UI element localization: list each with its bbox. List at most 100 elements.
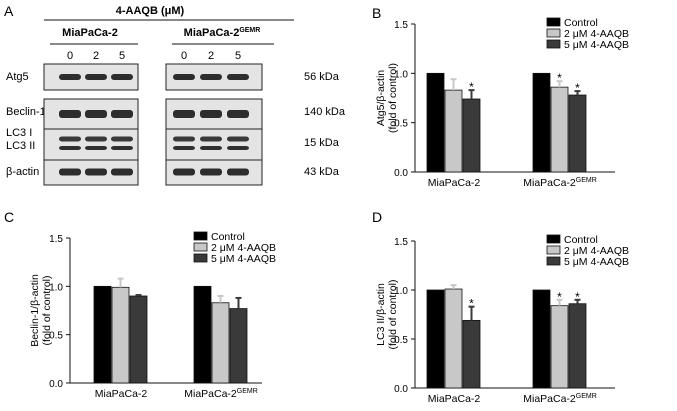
y-tick-label: 0.0 <box>394 168 408 179</box>
bar <box>444 89 463 173</box>
dose-label: 2 <box>208 50 214 62</box>
size-label: 15 kDa <box>304 137 340 149</box>
y-tick-label: 1.0 <box>394 69 408 80</box>
legend-swatch <box>546 39 561 49</box>
y-tick-label: 0.5 <box>49 331 63 342</box>
legend-label: 2 μM 4-AAQB <box>564 245 629 257</box>
bar <box>444 288 463 389</box>
y-tick-label: 1.0 <box>394 286 408 297</box>
y-tick-label: 0.0 <box>394 384 408 395</box>
cell-line-label-1: MiaPaCa-2 <box>62 27 118 39</box>
dose-label: 0 <box>67 50 73 62</box>
blot-band <box>200 146 222 150</box>
y-tick-label: 0.0 <box>49 379 63 390</box>
legend-swatch <box>546 28 561 38</box>
y-tick-label: 0.5 <box>394 119 408 130</box>
legend-label: 2 μM 4-AAQB <box>211 242 276 254</box>
legend-swatch <box>193 242 208 252</box>
dose-label: 5 <box>119 50 125 62</box>
panel-d: D 0.0 0.5 1.0 1.5 LC3 II/β-actin(fold of con… <box>372 209 629 405</box>
blot-band <box>59 146 81 150</box>
chart-b: 0.0 0.5 1.0 1.5 Atg5/β-actin(fold of control… <box>375 17 629 189</box>
blot-band <box>173 110 195 118</box>
significance-marker: * <box>469 297 474 311</box>
category-label: MiaPaCa-2GEMR <box>184 388 258 400</box>
blot-band <box>85 110 107 118</box>
bar <box>532 289 551 389</box>
significance-marker: * <box>575 290 580 304</box>
blot-band <box>85 168 107 176</box>
blot-band <box>59 74 81 80</box>
blot-size-labels: 56 kDa 140 kDa 15 kDa 43 kDa <box>304 71 346 178</box>
row-label-beclin1: Beclin-1 <box>6 106 46 118</box>
dose-label: 5 <box>235 50 241 62</box>
row-label-beta-actin: β-actin <box>6 166 39 178</box>
dose-labels: 0 2 5 0 2 5 <box>67 50 241 62</box>
blot-band <box>227 168 249 176</box>
bar <box>462 319 481 389</box>
legend-swatch <box>546 17 561 27</box>
blot-band <box>173 168 195 176</box>
panel-letter-b: B <box>372 5 381 21</box>
legend-label: Control <box>564 234 598 246</box>
blot-band <box>173 146 195 150</box>
blot-band <box>227 146 249 150</box>
blot-band <box>111 74 133 80</box>
blot-strip <box>165 128 263 161</box>
panel-a: A 4-AAQB (μM) MiaPaCa-2 MiaPaCa-2GEMR 0 … <box>4 3 346 186</box>
panel-c: C 0.0 0.5 1.0 1.5 Beclin-1/β-actin(fold of c… <box>4 209 276 400</box>
blot-band <box>111 168 133 176</box>
blot-band <box>227 74 249 80</box>
blot-band <box>227 110 249 118</box>
bar <box>229 308 248 384</box>
category-label: MiaPaCa-2 <box>428 393 481 405</box>
treatment-label: 4-AAQB (μM) <box>116 5 185 17</box>
y-axis-label: Atg5/β-actin(fold of control) <box>375 63 399 133</box>
panel-letter-c: C <box>4 209 14 225</box>
legend-swatch <box>546 234 561 244</box>
legend-label: 5 μM 4-AAQB <box>564 256 629 268</box>
bar <box>550 305 569 389</box>
blot-band <box>200 136 222 142</box>
y-tick-label: 1.5 <box>394 237 408 248</box>
blot-band <box>111 110 133 118</box>
y-axis-label: LC3 II/β-actin(fold of control) <box>375 279 399 349</box>
category-label: MiaPaCa-2GEMR <box>523 393 597 405</box>
bar <box>193 285 212 384</box>
legend-swatch <box>546 256 561 266</box>
category-label: MiaPaCa-2 <box>428 177 481 189</box>
row-label-lc3: LC3 I LC3 II <box>6 127 35 152</box>
blot-band <box>85 136 107 142</box>
y-tick-label: 0.5 <box>394 335 408 346</box>
size-label: 56 kDa <box>304 71 340 83</box>
bar <box>426 72 445 173</box>
blot-band <box>111 146 133 150</box>
panel-letter-a: A <box>4 3 14 19</box>
panel-letter-d: D <box>372 209 382 225</box>
bar <box>111 286 130 384</box>
blot-band <box>59 168 81 176</box>
blot-band <box>111 136 133 142</box>
bar <box>532 72 551 173</box>
row-label-atg5: Atg5 <box>6 71 29 83</box>
blot-strip <box>43 128 139 161</box>
legend-swatch <box>193 231 208 241</box>
blot-band <box>59 110 81 118</box>
category-label: MiaPaCa-2GEMR <box>523 177 597 189</box>
blot-strips <box>43 63 263 186</box>
legend-label: 2 μM 4-AAQB <box>564 28 629 40</box>
blot-band <box>59 136 81 142</box>
category-label: MiaPaCa-2 <box>95 388 148 400</box>
y-tick-label: 1.5 <box>49 234 63 245</box>
y-tick-label: 1.0 <box>49 282 63 293</box>
significance-marker: * <box>575 81 580 95</box>
blot-band <box>85 74 107 80</box>
y-tick-label: 1.5 <box>394 20 408 31</box>
bar <box>426 289 445 389</box>
significance-marker: * <box>557 71 562 85</box>
blot-band <box>227 136 249 142</box>
blot-band <box>200 74 222 80</box>
bar <box>93 285 112 384</box>
blot-band <box>200 168 222 176</box>
